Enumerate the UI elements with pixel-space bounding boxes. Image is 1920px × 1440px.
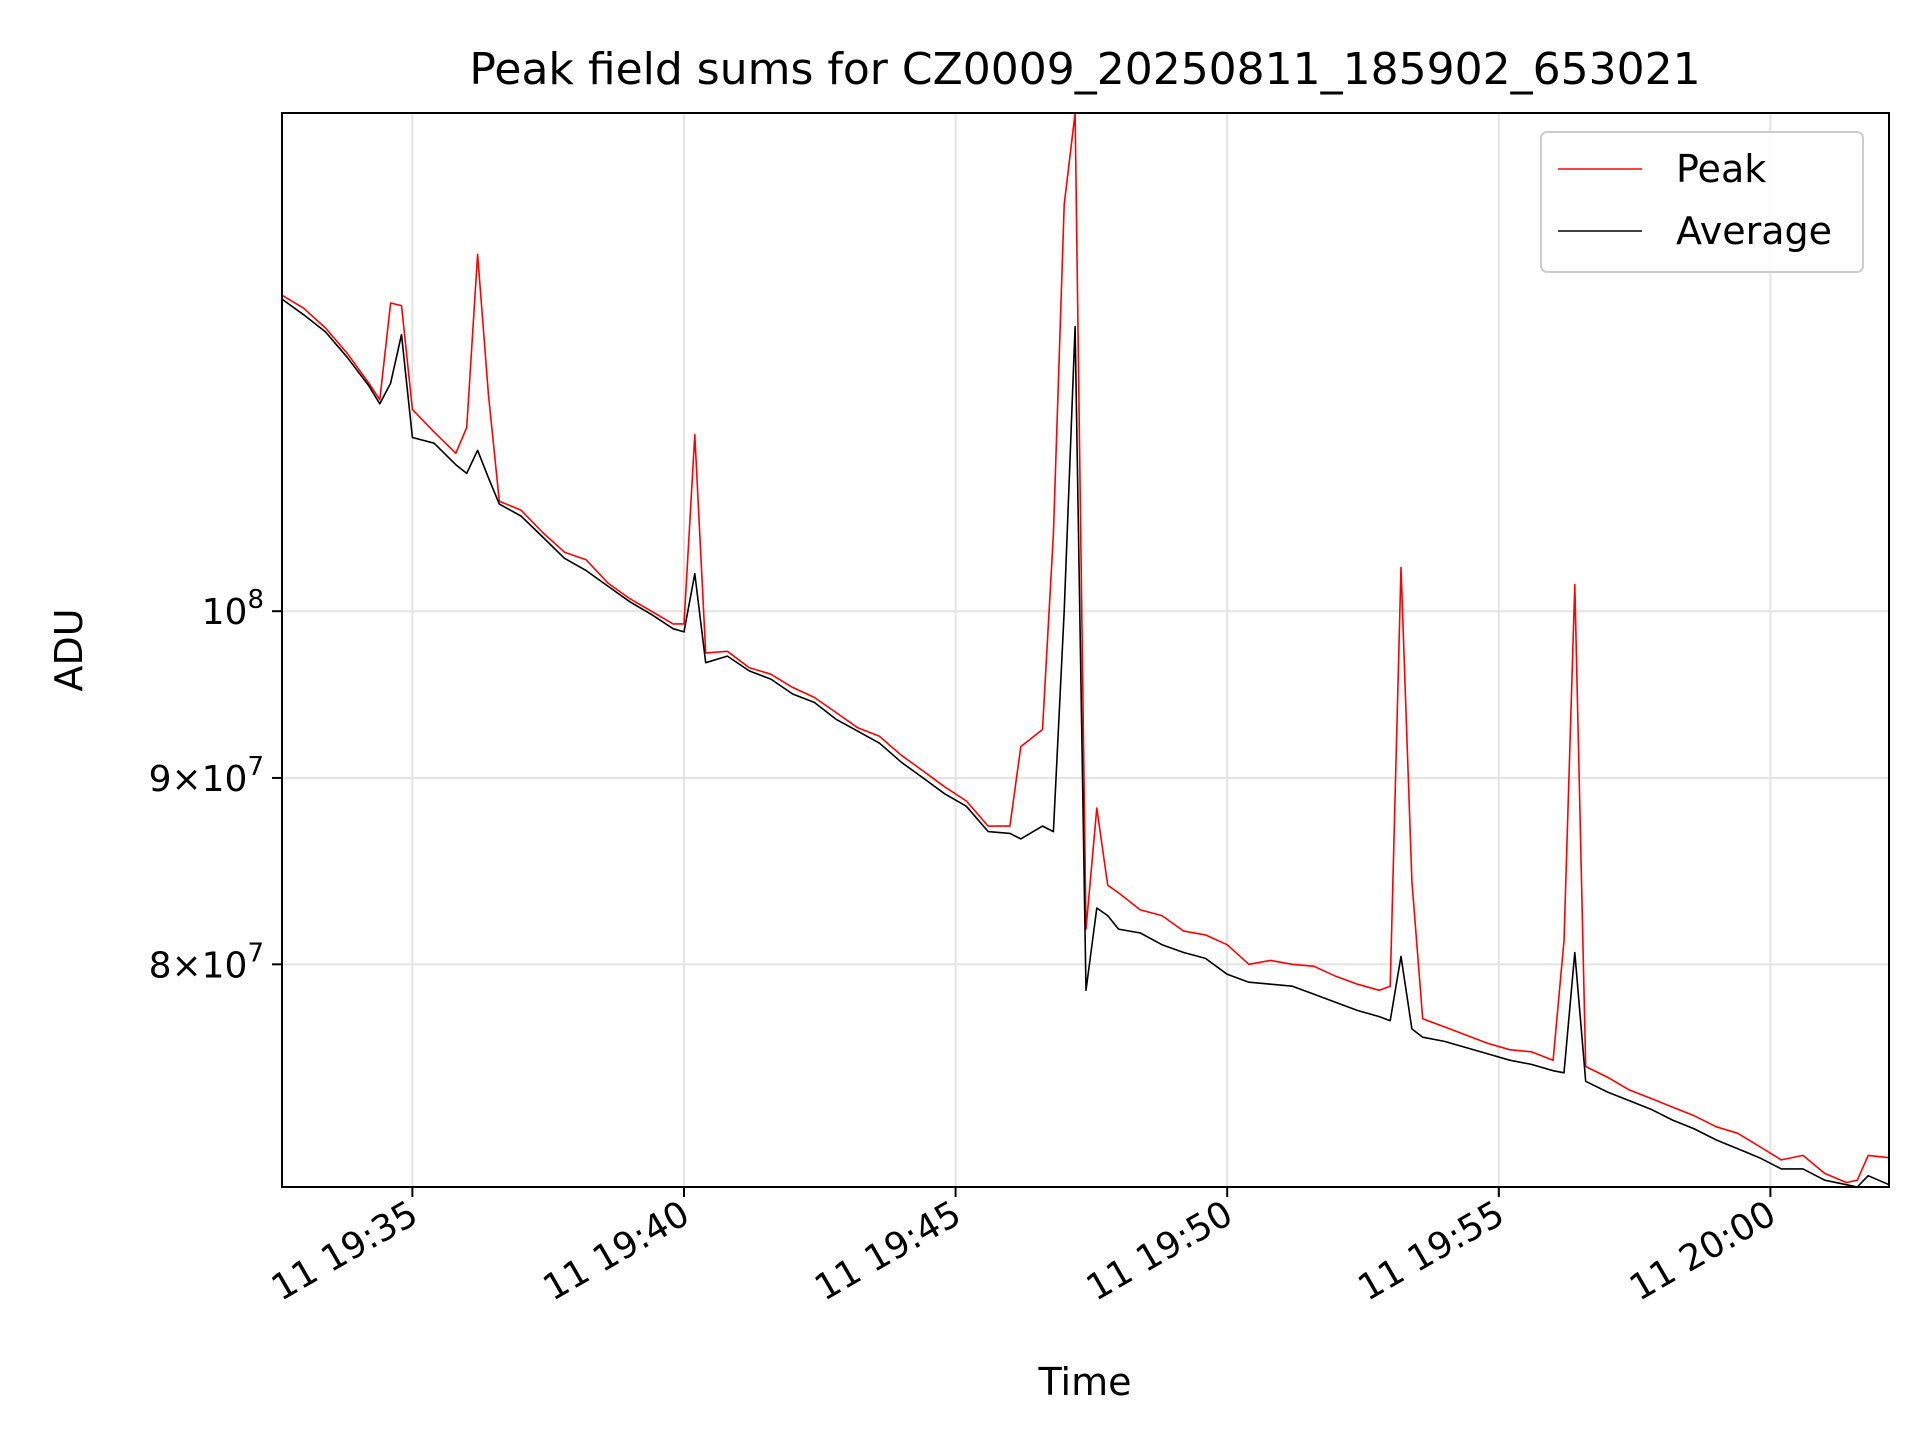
y-tick-times: × xyxy=(171,759,201,800)
y-tick-label: 108 xyxy=(202,585,264,633)
legend: Peak Average xyxy=(1540,131,1864,273)
y-tick-times: × xyxy=(171,945,201,986)
y-axis-label: ADU xyxy=(47,608,91,691)
y-tick-base: 10 xyxy=(202,759,248,800)
y-tick-exponent: 8 xyxy=(247,585,264,615)
y-tick-exponent: 7 xyxy=(247,938,264,968)
y-tick-base: 10 xyxy=(202,592,248,633)
y-tick-mantissa: 9 xyxy=(149,759,172,800)
y-tick-label: 8×107 xyxy=(149,938,264,986)
legend-label-peak: Peak xyxy=(1676,147,1766,191)
series-line-average xyxy=(281,298,1890,1188)
axes-frame xyxy=(281,112,1890,1188)
legend-box xyxy=(1540,131,1864,273)
legend-label-average: Average xyxy=(1676,209,1832,253)
y-tick-exponent: 7 xyxy=(247,752,264,782)
x-axis-label: Time xyxy=(1038,1360,1132,1404)
chart-title: Peak field sums for CZ0009_20250811_1859… xyxy=(469,44,1700,95)
grid xyxy=(282,113,1889,1187)
y-tick-label: 9×107 xyxy=(149,752,264,800)
y-tick-mantissa: 8 xyxy=(149,945,172,986)
y-tick-base: 10 xyxy=(202,945,248,986)
